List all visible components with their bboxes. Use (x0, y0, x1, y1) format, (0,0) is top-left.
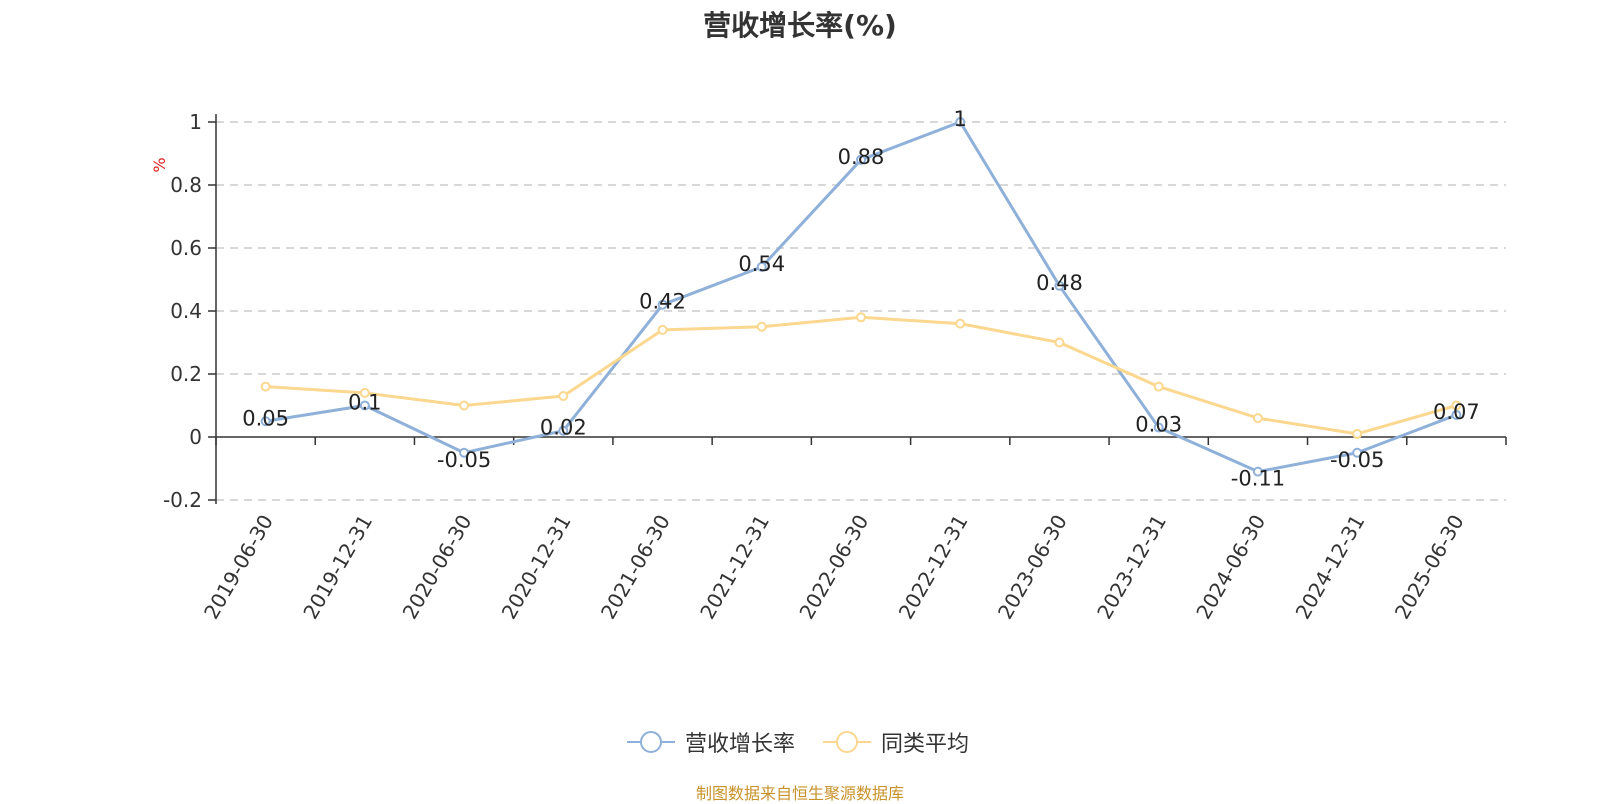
series-1-point-4 (657, 324, 668, 335)
legend-label-revenue-growth: 营收增长率 (685, 732, 796, 757)
legend-marker-peer-average (823, 731, 871, 753)
series-0-point-11 (1352, 447, 1363, 458)
x-tick-label-5: 2021-12-31 (695, 511, 774, 624)
data-label-1: 0.1 (348, 391, 381, 415)
legend: 营收增长率 同类平均 (0, 722, 1600, 762)
data-label-5: 0.54 (738, 252, 785, 276)
data-label-9: 0.03 (1135, 413, 1182, 437)
legend-item-peer-average[interactable]: 同类平均 (823, 722, 969, 762)
series-1-point-5 (756, 321, 767, 332)
series-0-point-4 (657, 299, 668, 310)
x-tick-label-6: 2022-06-30 (794, 511, 873, 624)
x-tick-label-1: 2019-12-31 (298, 511, 377, 624)
data-label-8: 0.48 (1036, 271, 1083, 295)
legend-item-revenue-growth[interactable]: 营收增长率 (627, 722, 795, 762)
series-1-point-0 (260, 381, 271, 392)
series-1-point-3 (558, 391, 569, 402)
x-tick-label-10: 2024-06-30 (1191, 511, 1270, 624)
x-tick-label-9: 2023-12-31 (1092, 511, 1171, 624)
source-note: 制图数据来自恒生聚源数据库 (695, 784, 904, 803)
x-tick-label-8: 2023-06-30 (993, 511, 1072, 624)
y-tick-label-0: -0.2 (163, 488, 202, 512)
y-axis-unit: % (150, 157, 169, 172)
series-0-point-8 (1054, 280, 1065, 291)
series-1-point-11 (1352, 428, 1363, 439)
data-label-2: -0.05 (437, 448, 491, 472)
data-label-7: 1 (954, 107, 967, 131)
chart-title: 营收增长率(%) (703, 9, 897, 42)
series-0-point-1 (359, 400, 370, 411)
series-1-point-9 (1153, 381, 1164, 392)
data-label-12: 0.07 (1433, 400, 1480, 424)
series-1-point-1 (359, 387, 370, 398)
series-1-point-10 (1252, 413, 1263, 424)
series-0-point-10 (1252, 466, 1263, 477)
x-tick-label-11: 2024-12-31 (1291, 511, 1370, 624)
data-label-6: 0.88 (838, 145, 885, 169)
line-chart: -0.2 0 0.2 0.4 0.6 0.8 1% 2019-06-30 2019-12-31 2… (150, 107, 1507, 624)
series-0-point-6 (856, 154, 866, 165)
data-label-11: -0.05 (1330, 448, 1384, 472)
series-line-1 (265, 315, 1457, 436)
series-1-point-7 (955, 318, 966, 329)
x-tick-label-2: 2020-06-30 (398, 510, 477, 623)
series-0-point-7 (955, 117, 966, 127)
series-0-point-12 (1451, 409, 1462, 420)
y-tick-label-5: 0.8 (170, 173, 202, 197)
x-tick-label-12: 2025-06-30 (1390, 511, 1469, 624)
x-tick-label-0: 2019-06-30 (199, 511, 278, 624)
series-0-point-3 (558, 425, 569, 436)
series-1-point-6 (856, 312, 866, 323)
series-1-point-8 (1054, 337, 1065, 348)
y-tick-label-6: 1 (189, 110, 202, 134)
y-tick-label-4: 0.6 (170, 236, 202, 260)
legend-marker-revenue-growth (627, 731, 675, 753)
legend-label-peer-average: 同类平均 (881, 732, 970, 757)
series-line-0 (265, 120, 1457, 474)
series-1-point-2 (459, 400, 470, 411)
series-0-point-0 (260, 416, 271, 427)
y-tick-label-3: 0.4 (170, 299, 202, 323)
x-tick-label-7: 2022-12-31 (894, 510, 973, 623)
x-tick-label-3: 2020-12-31 (497, 511, 576, 624)
series-0-point-9 (1153, 422, 1164, 433)
y-tick-label-1: 0 (189, 425, 202, 449)
data-label-3: 0.02 (540, 416, 587, 440)
data-label-4: 0.42 (639, 290, 686, 314)
series-0-point-5 (756, 261, 767, 272)
data-label-10: -0.11 (1231, 467, 1285, 491)
y-tick-label-2: 0.2 (170, 362, 202, 386)
x-tick-label-4: 2021-06-30 (596, 511, 675, 624)
data-label-0: 0.05 (242, 406, 289, 430)
series-0-point-2 (459, 447, 470, 458)
series-1-point-12 (1451, 400, 1462, 411)
